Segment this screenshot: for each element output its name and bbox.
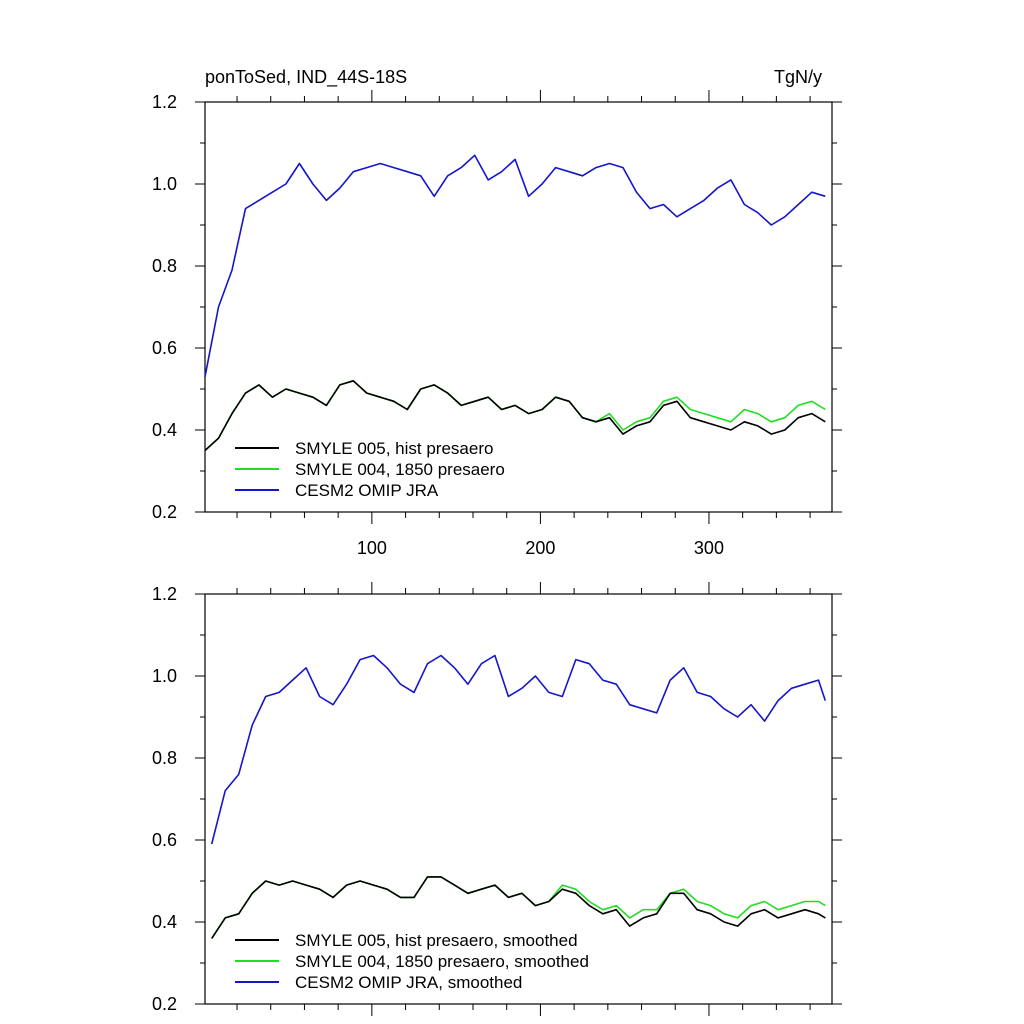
- legend-label-cesm2: CESM2 OMIP JRA: [295, 481, 439, 500]
- y-tick-label: 0.2: [152, 994, 177, 1014]
- units-label: TgN/y: [774, 67, 822, 87]
- y-tick-label: 0.4: [152, 420, 177, 440]
- y-tick-label: 0.8: [152, 256, 177, 276]
- series-line-cesm2-top: [204, 154, 826, 377]
- top-panel: 0.2 0.4 0.6 0.8 1.0 1.2 100 200 300 SMYLE 005, hi…: [152, 90, 842, 558]
- x-tick-label: 200: [525, 538, 555, 558]
- legend-label-smyle004: SMYLE 004, 1850 presaero: [295, 460, 505, 479]
- series-line-cesm2-bottom: [210, 654, 827, 845]
- y-tick-label: 1.0: [152, 174, 177, 194]
- series-line-smyle005-top: [204, 379, 826, 452]
- y-tick-label: 1.2: [152, 584, 177, 604]
- legend-label-smyle004: SMYLE 004, 1850 presaero, smoothed: [295, 952, 589, 971]
- y-tick-label: 0.6: [152, 338, 177, 358]
- legend-label-smyle005: SMYLE 005, hist presaero: [295, 439, 493, 458]
- y-tick-label: 1.0: [152, 666, 177, 686]
- series-line-smyle005-bottom: [211, 876, 826, 939]
- bottom-panel: 0.2 0.4 0.6 0.8 1.0 1.2 SMYLE 005, hist presae…: [152, 582, 842, 1016]
- legend-label-smyle005: SMYLE 005, hist presaero, smoothed: [295, 931, 578, 950]
- chart-title: ponToSed, IND_44S-18S: [205, 67, 407, 88]
- x-tick-label: 300: [694, 538, 724, 558]
- x-tick-label: 100: [357, 538, 387, 558]
- legend-label-cesm2: CESM2 OMIP JRA, smoothed: [295, 973, 522, 992]
- y-tick-label: 0.4: [152, 912, 177, 932]
- series-line-smyle004-bottom: [211, 876, 826, 939]
- y-tick-label: 0.2: [152, 502, 177, 522]
- y-tick-label: 1.2: [152, 92, 177, 112]
- y-tick-label: 0.6: [152, 830, 177, 850]
- y-tick-label: 0.8: [152, 748, 177, 768]
